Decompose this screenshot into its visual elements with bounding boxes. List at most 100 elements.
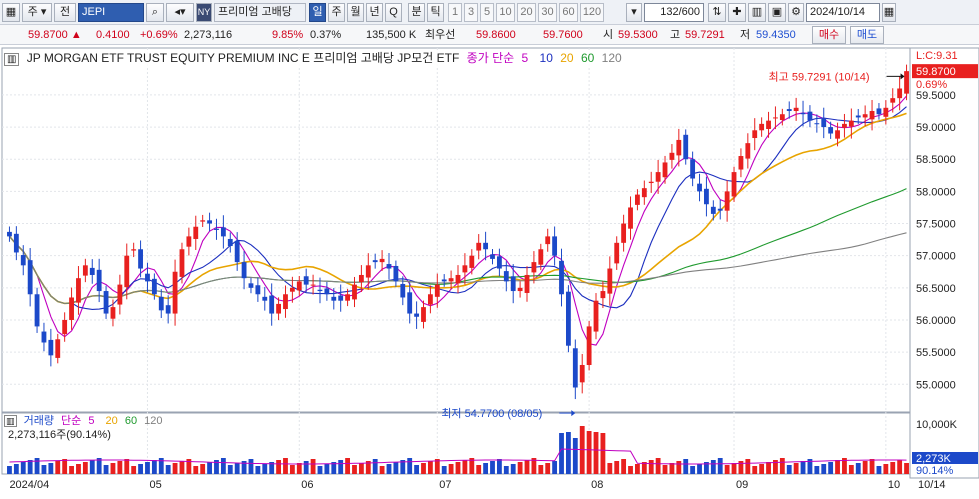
volume-bar — [96, 458, 102, 474]
date-input[interactable]: 2024/10/14 — [806, 3, 880, 22]
volume-bar — [317, 466, 323, 474]
volume-toggle-icon[interactable]: ▥ — [4, 415, 17, 427]
volume-bar — [786, 465, 792, 474]
candle-body — [76, 278, 81, 303]
candle-body — [490, 254, 495, 259]
candle-body — [103, 291, 109, 314]
candle-body — [793, 107, 799, 112]
candle-body — [138, 249, 143, 269]
bar-count-dropdown-icon[interactable]: ▾ — [626, 3, 642, 22]
open-price: 59.5300 — [618, 29, 658, 41]
volume-axis-label: 10,000K — [916, 419, 958, 431]
volume-bar — [352, 465, 357, 474]
volume-bar — [172, 463, 178, 474]
x-tick-label: 10 — [888, 479, 900, 491]
period-year[interactable]: 년 — [366, 3, 383, 22]
volume-bar — [855, 463, 861, 474]
volume-bar — [13, 464, 19, 474]
interval-20[interactable]: 20 — [517, 3, 536, 22]
interval-10[interactable]: 10 — [496, 3, 515, 22]
interval-3[interactable]: 3 — [464, 3, 478, 22]
volume-bar — [697, 464, 702, 474]
period-minute[interactable]: 분 — [408, 3, 425, 22]
interval-60[interactable]: 60 — [559, 3, 578, 22]
volume-tag-box — [912, 452, 978, 464]
volume-bar — [179, 461, 185, 474]
toolbar: ▦ 주 ▾ 전 JEPI ⌕ ◂▾ NY 프리미엄 고배당 일 주 월 년 Q … — [0, 0, 979, 25]
interval-1[interactable]: 1 — [448, 3, 462, 22]
volume-bar — [559, 433, 564, 474]
grid-icon[interactable]: ▦ — [2, 3, 20, 22]
scope-button[interactable]: 전 — [54, 3, 76, 22]
candle-body — [48, 339, 54, 356]
candle-body — [338, 295, 344, 301]
candle-body — [828, 127, 834, 134]
period-quarter[interactable]: Q — [385, 3, 402, 22]
volume-bar — [455, 462, 461, 474]
indicator-icon[interactable]: ▥ — [748, 3, 766, 22]
gear-icon[interactable]: ⚙ — [788, 3, 804, 22]
volume-bar — [883, 464, 889, 474]
volume-bar — [607, 463, 613, 474]
candle-body — [20, 255, 26, 266]
candle-body — [862, 114, 868, 118]
volume-bar — [20, 462, 26, 474]
candle-body — [469, 255, 475, 268]
interval-120[interactable]: 120 — [580, 3, 604, 22]
volume-bar — [662, 465, 668, 474]
volume-bar — [414, 465, 420, 474]
search-icon[interactable]: ⌕ — [146, 3, 164, 22]
interval-30[interactable]: 30 — [538, 3, 557, 22]
symbol-input[interactable]: JEPI — [78, 3, 144, 22]
period-day[interactable]: 일 — [309, 3, 326, 22]
price-chart[interactable]: 59.5000 59.0000 58.5000 58.0000 57.5000 57.00… — [0, 46, 979, 499]
candle-body — [496, 256, 502, 269]
candle-body — [352, 284, 357, 300]
candle-body — [372, 260, 378, 263]
y-tick-label: 56.5000 — [916, 283, 956, 295]
save-icon[interactable]: ▣ — [768, 3, 786, 22]
x-tick-label: 10/14 — [918, 479, 946, 491]
volume-bar — [759, 464, 765, 474]
high-arrowhead — [900, 73, 905, 80]
price-change: 0.4100 — [96, 29, 130, 41]
market-select[interactable]: 주 ▾ — [22, 3, 52, 22]
volume-bar — [745, 459, 751, 474]
low-label: 저 — [740, 29, 751, 41]
volume-bar — [386, 464, 392, 474]
volume-bar — [448, 464, 454, 474]
period-week[interactable]: 주 — [328, 3, 345, 22]
chart-type-icon[interactable]: ⇅ — [708, 3, 726, 22]
tools-icon[interactable]: ✚ — [728, 3, 746, 22]
volume-bar — [27, 460, 33, 474]
candle-body — [193, 226, 199, 239]
volume-bar — [717, 458, 723, 474]
volume-bar — [421, 463, 426, 474]
low-price: 59.4350 — [756, 29, 796, 41]
candle-body — [220, 227, 226, 237]
volume-bar — [338, 460, 344, 474]
candle-body — [524, 274, 530, 293]
volume-bar — [593, 432, 599, 474]
volume-bar — [207, 462, 212, 474]
bar-count-input[interactable]: 132/600 — [644, 3, 704, 22]
period-tick[interactable]: 틱 — [427, 3, 444, 22]
buy-button[interactable]: 매수 — [812, 26, 846, 44]
candle-body — [635, 194, 640, 205]
sound-icon[interactable]: ◂▾ — [166, 3, 194, 22]
candle-body — [296, 281, 302, 291]
calendar-icon[interactable]: ▦ — [882, 3, 896, 22]
sell-button[interactable]: 매도 — [850, 26, 884, 44]
volume-bar — [614, 461, 620, 474]
volume-bar — [793, 463, 799, 474]
candle-body — [607, 268, 613, 294]
high-label: 고 — [670, 29, 681, 41]
candle-body — [800, 112, 806, 115]
legend-toggle-icon[interactable]: ▥ — [4, 53, 20, 66]
interval-5[interactable]: 5 — [480, 3, 494, 22]
candle-body — [545, 236, 551, 245]
candle-body — [89, 267, 95, 275]
exchange-badge: NY — [196, 3, 212, 22]
volume-ma60: 60 — [124, 415, 138, 427]
period-month[interactable]: 월 — [347, 3, 364, 22]
